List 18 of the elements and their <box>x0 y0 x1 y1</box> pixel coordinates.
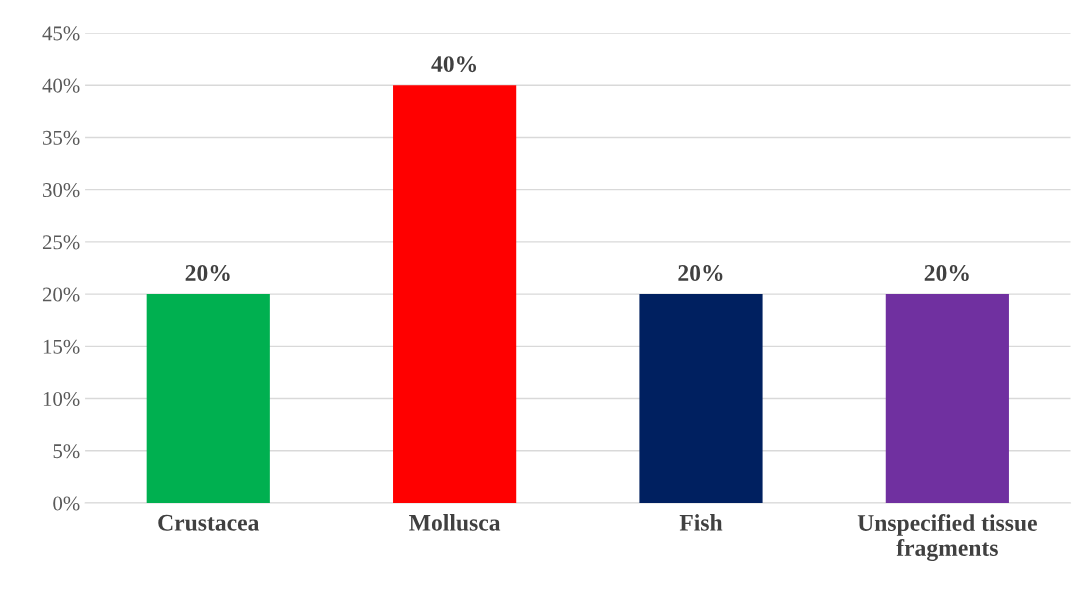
y-tick-label: 35% <box>43 130 80 145</box>
y-tick-label: 45% <box>42 26 80 41</box>
y-tick-label: 30% <box>43 183 80 198</box>
x-tick-label: Fish <box>679 514 723 531</box>
data-label: 20% <box>924 265 969 282</box>
y-tick-label: 10% <box>43 391 80 407</box>
y-tick-label: 20% <box>42 287 80 302</box>
y-tick-label: 15% <box>43 339 80 354</box>
y-tick-label: 0% <box>53 496 80 511</box>
data-label: 40% <box>431 56 477 73</box>
data-label: 20% <box>185 265 230 282</box>
x-tick-label: Unspecified tissue fragments <box>857 514 1037 561</box>
y-tick-label: 25% <box>42 235 80 250</box>
y-tick-label: 40% <box>42 78 80 93</box>
y-tick-label: 5% <box>53 444 80 459</box>
data-label: 20% <box>678 265 723 282</box>
x-tick-label: Mollusca <box>409 514 501 531</box>
x-tick-label: Crustacea <box>158 514 260 531</box>
